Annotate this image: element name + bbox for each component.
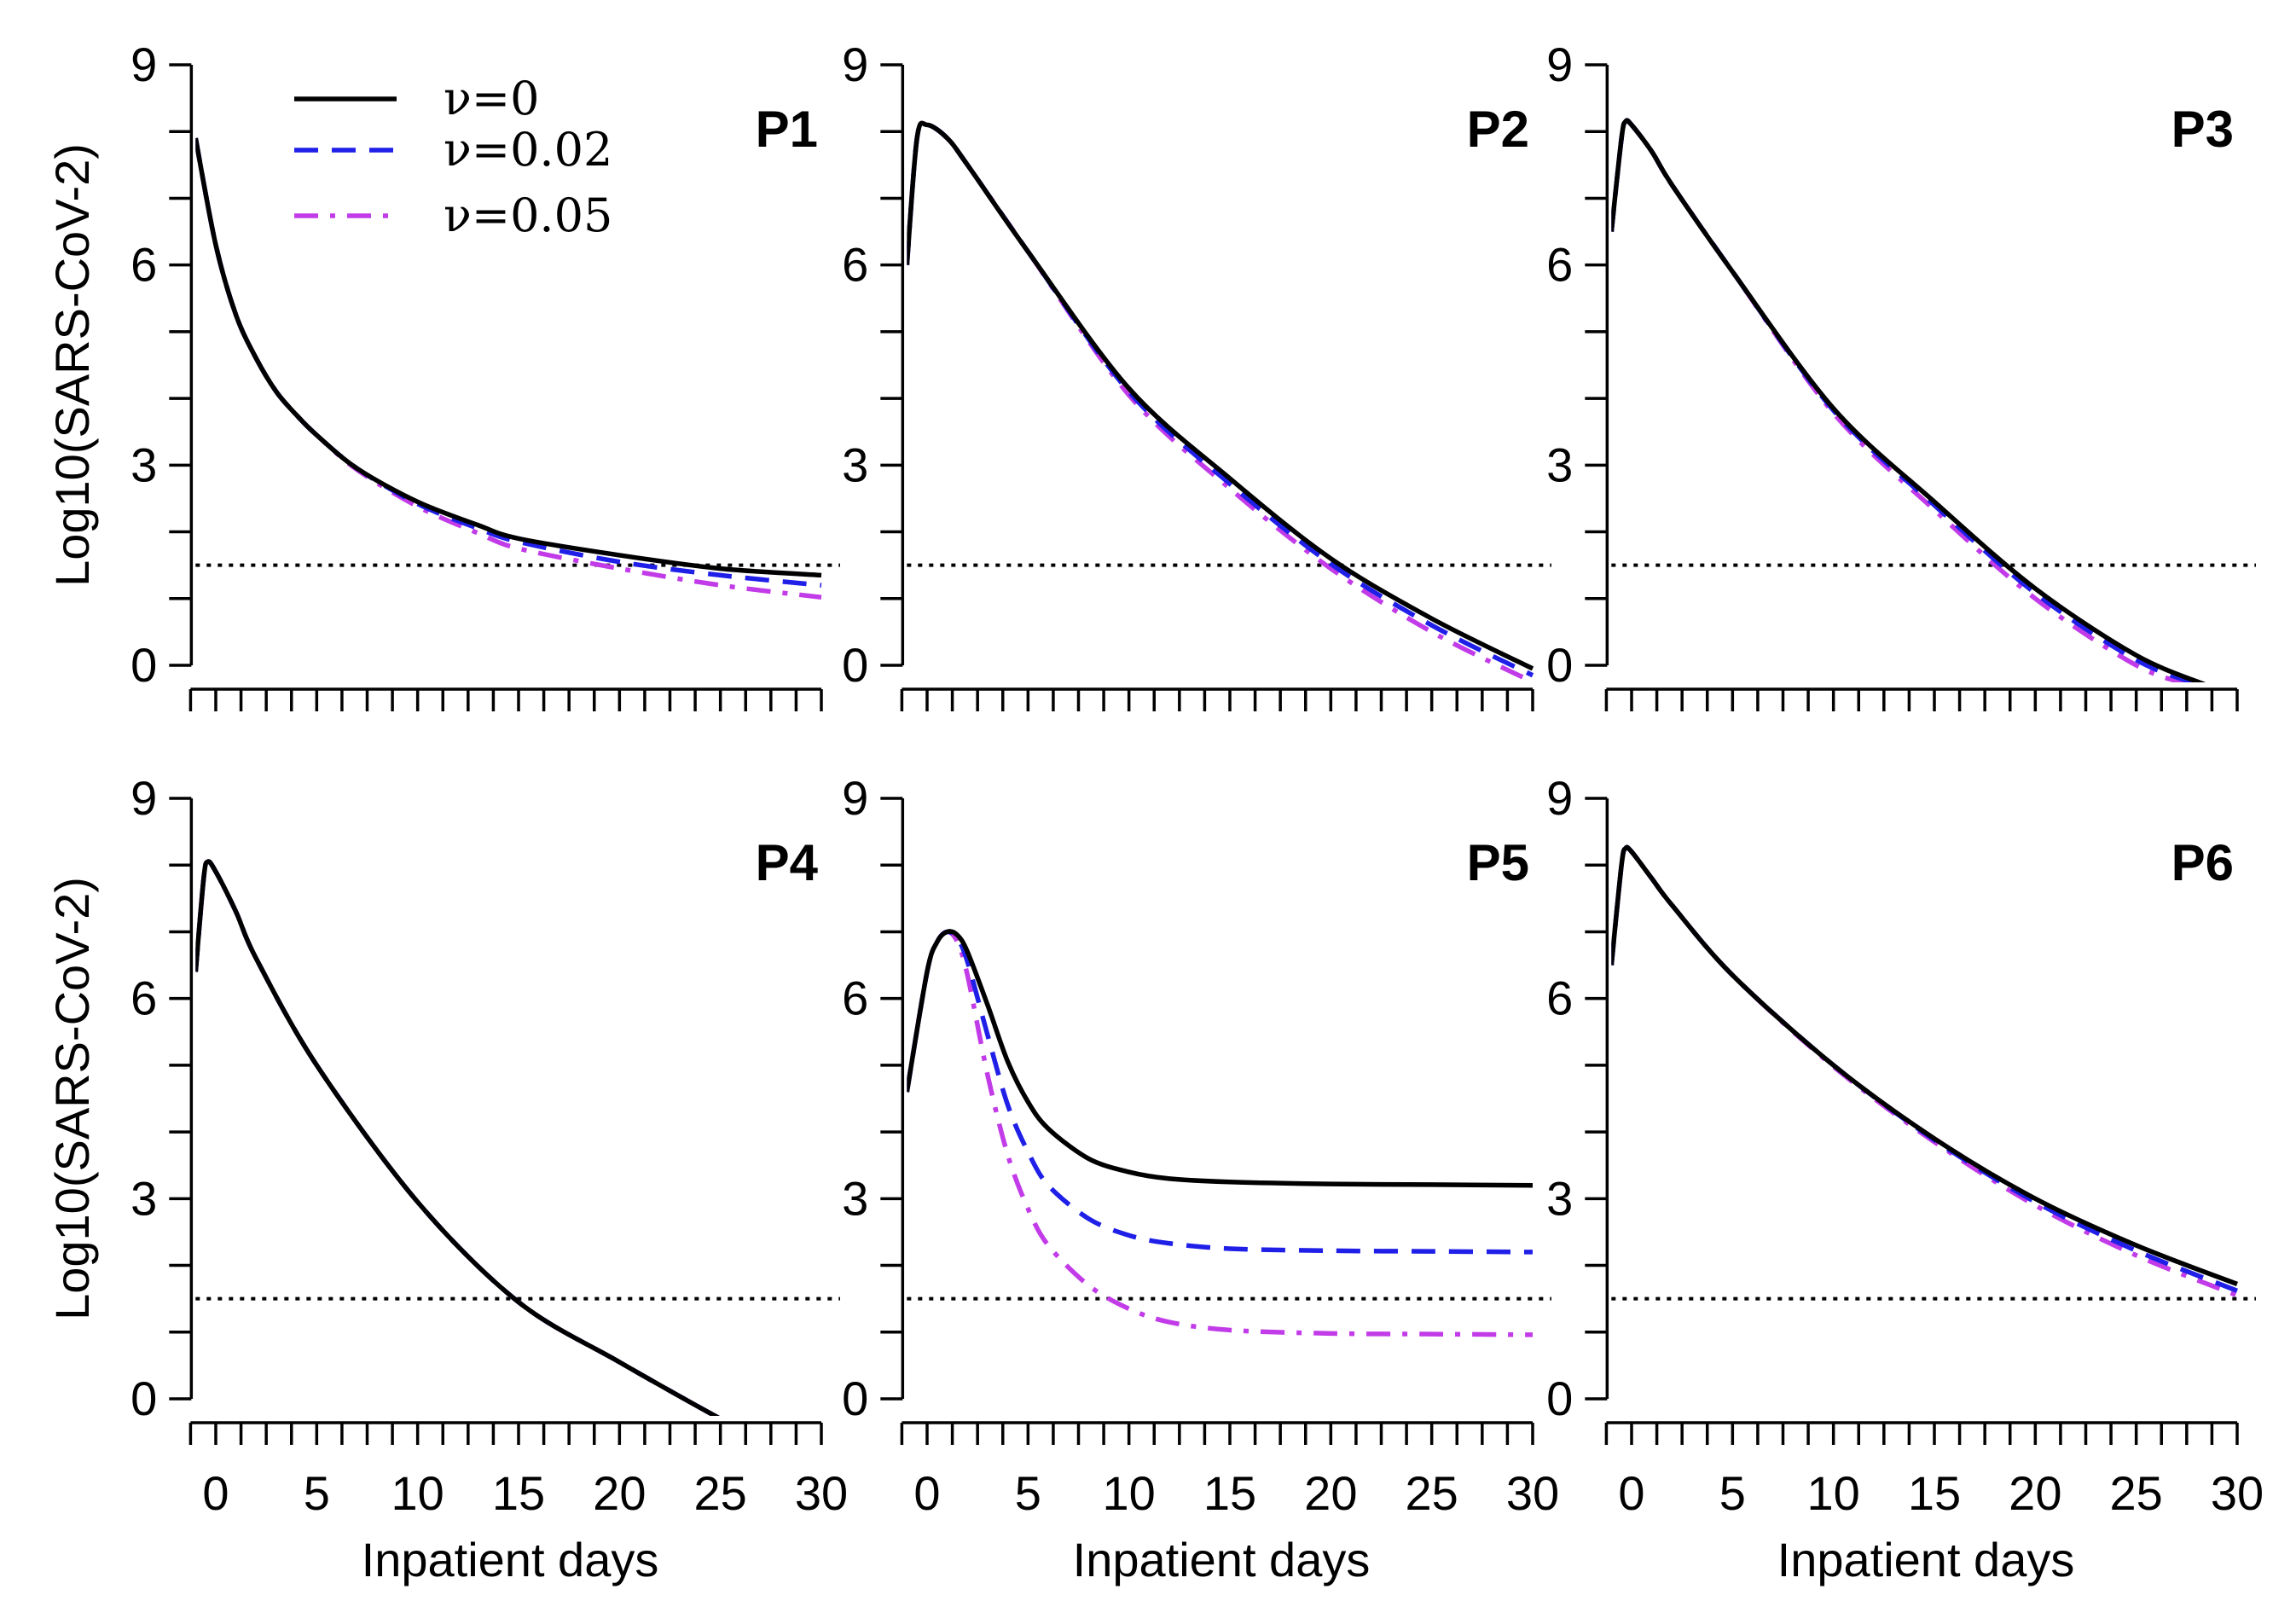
legend-label-1: ν=0.02 [444,123,612,177]
y-tick-label: 9 [1546,38,1573,91]
series-line-1 [195,859,721,1416]
y-tick-label: 0 [1546,638,1573,692]
y-tick-label: 3 [842,438,868,491]
y-tick-label: 0 [842,638,868,692]
series-line-1 [1611,844,2239,1293]
x-tick-label: 0 [1618,1466,1644,1520]
y-tick-label: 9 [842,771,868,825]
panel-p6: 0 3 6 9 0 5 10 15 20 25 30 Inpatient days P6 [1546,771,2264,1586]
x-tick-label: 20 [1304,1466,1357,1520]
legend-label-2: ν=0.05 [444,188,612,242]
x-tick-label: 20 [593,1466,646,1520]
x-tick-label: 15 [1908,1466,1961,1520]
y-tick-label: 9 [842,38,868,91]
x-tick-label: 0 [202,1466,229,1520]
panel-p1: 0 3 6 9 Log10(SARS-CoV-2) P1 [45,38,840,711]
x-tick-label: 15 [492,1466,545,1520]
series-group [195,137,822,600]
legend-label-0: ν=0 [444,72,539,125]
y-tick-label: 6 [130,238,157,292]
y-tick-label: 3 [842,1171,868,1225]
x-tick-label: 30 [795,1466,848,1520]
series-group [1611,118,2206,682]
series-line-1 [1611,118,2200,682]
x-axis-title: Inpatient days [362,1533,659,1586]
series-line-2 [1611,118,2192,682]
panel-title: P3 [2171,101,2234,158]
y-tick-label: 9 [130,38,157,91]
x-tick-label: 5 [1719,1466,1746,1520]
x-tick-label: 0 [913,1466,940,1520]
series-line-2 [1611,844,2239,1298]
x-tick-label: 25 [2110,1466,2163,1520]
series-line-1 [907,929,1534,1255]
panel-title: P5 [1467,834,1529,891]
y-axis-title: Log10(SARS-CoV-2) [45,877,99,1320]
panel-p2: 0 3 6 9 P2 [842,38,1551,711]
y-tick-label: 6 [1546,972,1573,1025]
series-group [907,120,1534,682]
series-line-0 [907,929,1534,1188]
y-axis-title: Log10(SARS-CoV-2) [45,143,99,587]
panel-title: P4 [756,834,819,891]
series-group [195,859,721,1416]
y-tick-label: 6 [130,972,157,1025]
panel-p3: 0 3 6 9 P3 [1546,38,2256,711]
y-tick-label: 0 [130,1372,157,1425]
y-tick-label: 9 [1546,771,1573,825]
x-tick-label: 5 [1015,1466,1041,1520]
x-axis-title: Inpatient days [1073,1533,1371,1586]
x-tick-label: 20 [2009,1466,2061,1520]
y-tick-label: 3 [1546,1171,1573,1225]
x-tick-label: 5 [304,1466,330,1520]
series-line-0 [195,137,822,578]
panel-p4: 0 3 6 9 0 5 10 15 20 25 30 Inpatient days Log10(SARS… [45,771,848,1586]
x-tick-label: 10 [1103,1466,1156,1520]
y-tick-label: 0 [130,638,157,692]
y-tick-label: 6 [1546,238,1573,292]
y-tick-label: 6 [842,972,868,1025]
panel-title: P6 [2171,834,2234,891]
x-axis-title: Inpatient days [1777,1533,2075,1586]
y-tick-label: 0 [1546,1372,1573,1425]
series-line-2 [907,120,1534,682]
series-line-1 [907,120,1534,678]
x-tick-label: 30 [1506,1466,1559,1520]
panel-p5: 0 3 6 9 0 5 10 15 20 25 30 Inpatient days P5 [842,771,1559,1586]
series-group [907,929,1534,1337]
y-tick-label: 3 [1546,438,1573,491]
x-tick-label: 10 [1807,1466,1860,1520]
series-line-2 [195,859,721,1416]
y-tick-label: 3 [130,1171,157,1225]
series-group [1611,844,2239,1298]
x-tick-label: 25 [694,1466,747,1520]
y-tick-label: 9 [130,771,157,825]
series-line-0 [907,120,1534,671]
y-tick-label: 6 [842,238,868,292]
panel-title: P1 [756,101,818,158]
series-line-0 [1611,844,2238,1287]
y-tick-label: 0 [842,1372,868,1425]
series-line-0 [195,859,721,1416]
panel-title: P2 [1467,101,1529,158]
x-tick-label: 15 [1203,1466,1256,1520]
x-tick-label: 10 [391,1466,444,1520]
x-tick-label: 25 [1406,1466,1458,1520]
series-line-2 [907,929,1534,1337]
y-tick-label: 3 [130,438,157,491]
series-line-0 [1611,118,2206,682]
legend: ν=0ν=0.02 ν=0.05 [294,72,612,242]
x-tick-label: 30 [2211,1466,2264,1520]
